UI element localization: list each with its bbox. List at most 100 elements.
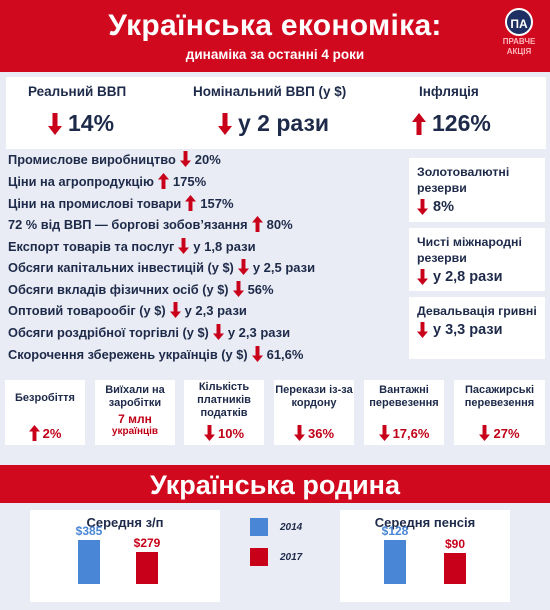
stat-nominal-gdp: Номінальний ВВП (у $) bbox=[193, 84, 393, 99]
arrow-up-icon bbox=[412, 112, 426, 135]
salary-chart-title: Середня з/п bbox=[86, 515, 164, 530]
page-subtitle: динаміка за останні 4 роки bbox=[185, 47, 365, 62]
list-item-label: Скорочення збережень українців (у $) bbox=[8, 346, 248, 362]
legend: 2014 2017 bbox=[250, 518, 302, 566]
salary-chart: Середня з/п $385 $279 bbox=[30, 510, 220, 602]
arrow-down-icon bbox=[218, 112, 232, 135]
list-item-label: 72 % від ВВП — боргові зобов’язання bbox=[8, 216, 248, 232]
list-item-label: Ціни на агропродукцію bbox=[8, 173, 154, 189]
legend-item-2017: 2017 bbox=[250, 548, 302, 566]
remittances-box: Перекази із-за кордону 36% bbox=[274, 380, 354, 445]
box-extra: 7 млн bbox=[118, 412, 152, 426]
pension-chart: Середня пенсія $128 $90 bbox=[340, 510, 510, 602]
bar-value-label: $90 bbox=[444, 537, 466, 551]
reserves-value: 8% bbox=[433, 199, 454, 215]
taxpayers-box: Кількість платників податків 10% bbox=[184, 380, 264, 445]
stat-label: Номінальний ВВП (у $) bbox=[193, 84, 347, 99]
list-item: Промислове виробництво 20% bbox=[8, 151, 221, 167]
box-label: Виїхали на заробітки bbox=[105, 384, 165, 409]
list-item-label: Обсяги роздрібної торгівлі (у $) bbox=[8, 324, 209, 340]
box-label: Перекази із-за кордону bbox=[275, 384, 353, 409]
arrow-down-icon bbox=[48, 112, 62, 135]
arrow-down-icon bbox=[212, 324, 224, 340]
net-reserves-label: Чисті міжнародні резерви bbox=[417, 235, 522, 265]
stat-value: 126% bbox=[432, 110, 491, 136]
devaluation-box: Девальвація гривні у 3,3 рази bbox=[409, 297, 545, 359]
list-item-value: 157% bbox=[200, 195, 234, 211]
list-item-label: Обсяги вкладів фізичних осіб (у $) bbox=[8, 281, 229, 297]
logo: ПА ПРАВЧЕ АКЦІЯ bbox=[490, 6, 548, 66]
arrow-down-icon bbox=[232, 281, 244, 297]
arrow-down-icon bbox=[179, 151, 191, 167]
list-item: Обсяги вкладів фізичних осіб (у $) 56% bbox=[8, 281, 274, 297]
list-item-value: 20% bbox=[194, 151, 221, 167]
list-item: Обсяги капітальних інвестицій (у $) у 2,… bbox=[8, 259, 315, 275]
box-value: 27% bbox=[493, 425, 520, 441]
reserves-box: Золотовалютні резерви 8% bbox=[409, 158, 545, 222]
arrow-down-icon bbox=[178, 238, 190, 254]
pension-chart-title: Середня пенсія bbox=[374, 515, 476, 530]
stat-label: Інфляція bbox=[419, 84, 479, 99]
list-item: Оптовий товарообіг (у $) у 2,3 рази bbox=[8, 302, 247, 318]
arrow-down-icon bbox=[293, 425, 305, 441]
list-item: Обсяги роздрібної торгівлі (у $) у 2,3 р… bbox=[8, 324, 290, 340]
passenger-box: Пасажирські перевезення 27% bbox=[454, 380, 545, 445]
list-item-label: Оптовий товарообіг (у $) bbox=[8, 302, 166, 318]
list-item-value: 175% bbox=[172, 173, 207, 189]
box-label: Кількість платників податків bbox=[197, 381, 251, 419]
arrow-down-icon bbox=[237, 259, 249, 275]
arrow-down-icon bbox=[417, 269, 428, 285]
reserves-label: Золотовалютні резерви bbox=[417, 165, 510, 195]
list-item-label: Ціни на промислові товари bbox=[8, 195, 182, 211]
stat-real-gdp: Реальний ВВП bbox=[28, 84, 168, 99]
header-banner bbox=[0, 0, 550, 72]
list-item-value: у 2,3 рази bbox=[184, 302, 247, 318]
list-item: Ціни на промислові товари 157% bbox=[8, 195, 234, 211]
arrow-down-icon bbox=[203, 425, 215, 441]
logo-badge: ПА bbox=[505, 8, 533, 36]
arrow-down-icon bbox=[417, 199, 428, 215]
logo-text-1: ПРАВЧЕ bbox=[502, 37, 536, 46]
bar-value-label: $279 bbox=[133, 536, 161, 550]
list-item-value: 80% bbox=[266, 216, 293, 232]
legend-swatch-2014 bbox=[250, 518, 268, 536]
bar-2017 bbox=[136, 552, 158, 584]
arrow-down-icon bbox=[169, 302, 181, 318]
list-item: Експорт товарів та послуг у 1,8 рази bbox=[8, 238, 256, 254]
box-extra2: українців bbox=[111, 426, 159, 437]
legend-label: 2014 bbox=[280, 521, 303, 533]
arrow-down-icon bbox=[417, 322, 428, 338]
stat-value: у 2 рази bbox=[238, 110, 330, 136]
arrow-down-icon bbox=[251, 346, 263, 362]
arrow-up-icon bbox=[185, 195, 197, 211]
top-stats-panel bbox=[6, 77, 546, 149]
page-title: Українська економіка: bbox=[108, 9, 442, 42]
bar-2017 bbox=[444, 553, 466, 584]
list-item: Ціни на агропродукцію 175% bbox=[8, 173, 206, 189]
stat-inflation-value: 126% bbox=[412, 110, 491, 137]
bar-value-label: $385 bbox=[75, 524, 103, 538]
unemployment-box: Безробіття 2% bbox=[5, 380, 85, 445]
freight-box: Вантажні перевезення 17,6% bbox=[364, 380, 444, 445]
list-item-label: Обсяги капітальних інвестицій (у $) bbox=[8, 259, 234, 275]
legend-label: 2017 bbox=[280, 551, 303, 563]
box-label: Пасажирські перевезення bbox=[464, 384, 535, 409]
net-reserves-value: у 2,8 рази bbox=[433, 269, 503, 285]
box-label: Вантажні перевезення bbox=[369, 384, 439, 409]
list-item-label: Експорт товарів та послуг bbox=[8, 238, 175, 254]
stat-value: 14% bbox=[68, 110, 115, 136]
logo-text-2: АКЦІЯ bbox=[506, 47, 532, 56]
devaluation-value: у 3,3 рази bbox=[433, 322, 503, 338]
stat-nominal-gdp-value: у 2 рази bbox=[218, 110, 329, 137]
legend-item-2014: 2014 bbox=[250, 518, 302, 536]
stat-label: Реальний ВВП bbox=[28, 84, 127, 99]
list-item-value: у 2,3 рази bbox=[227, 324, 291, 340]
bar-2014 bbox=[384, 540, 406, 584]
bar-value-label: $128 bbox=[381, 524, 409, 538]
family-banner bbox=[0, 465, 550, 503]
list-item-value: у 2,5 рази bbox=[252, 259, 316, 275]
family-title: Українська родина bbox=[149, 470, 401, 500]
arrow-down-icon bbox=[479, 425, 491, 441]
list-item-value: у 1,8 рази bbox=[193, 238, 256, 254]
emigration-box: Виїхали на заробітки 7 млн українців bbox=[95, 380, 175, 445]
